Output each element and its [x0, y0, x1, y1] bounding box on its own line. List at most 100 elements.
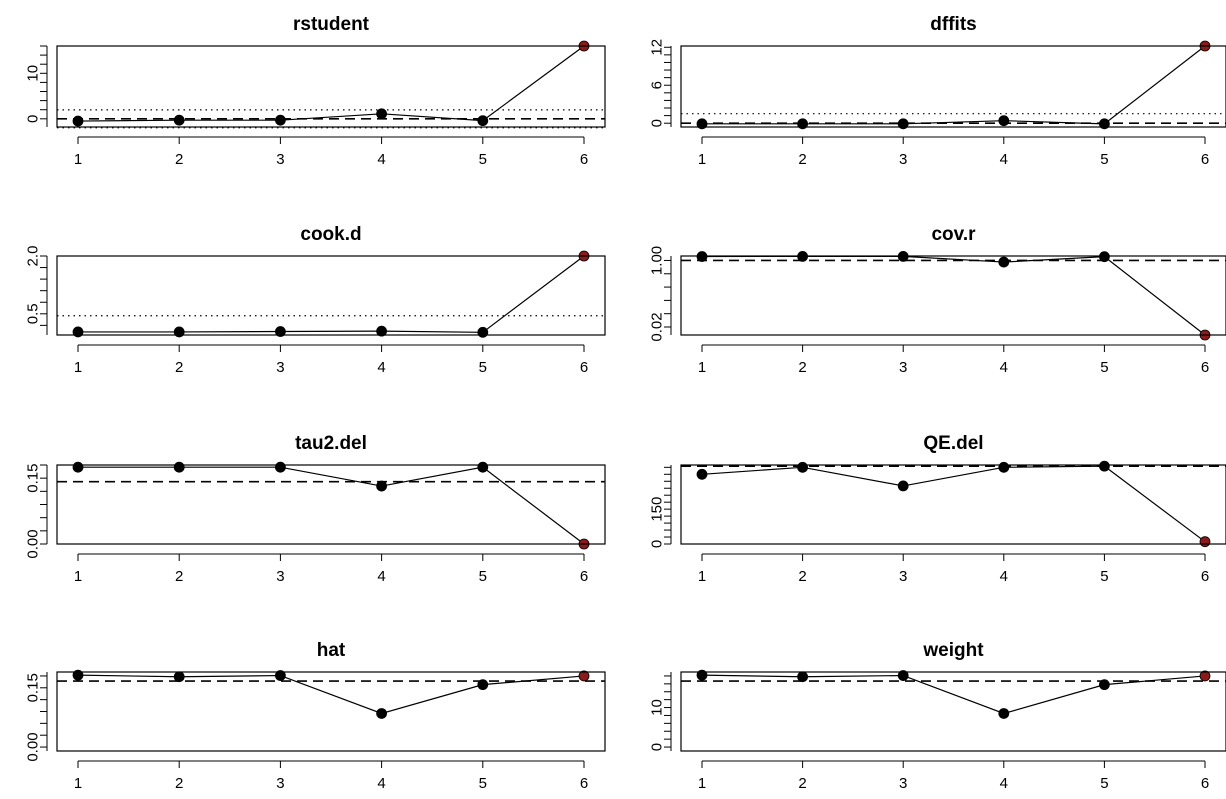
y-tick-label: 0 [25, 115, 42, 123]
data-point [72, 669, 84, 681]
x-tick-label: 2 [798, 775, 806, 792]
data-point-highlighted [578, 670, 590, 682]
panel-cov-r: cov.r 1 2 3 4 5 6 0.02 1.00 [649, 224, 1226, 376]
data-point [998, 461, 1010, 473]
data-point [1099, 251, 1110, 263]
x-tick-label: 6 [1201, 151, 1209, 168]
x-tick-label: 2 [175, 359, 183, 376]
data-point [376, 480, 388, 492]
series-line [701, 674, 1206, 715]
panel-tau2-del: tau2.del 1 2 3 4 5 6 0.00 0.15 [25, 433, 606, 585]
data-point [477, 326, 489, 338]
data-point [1099, 460, 1110, 472]
x-tick-label: 2 [798, 568, 806, 585]
data-point [376, 108, 388, 120]
x-tick-label: 4 [1000, 359, 1008, 376]
series-line [701, 255, 1206, 336]
x-tick-label: 1 [698, 775, 706, 792]
x-tick-label: 3 [899, 568, 907, 585]
data-point [696, 468, 708, 480]
data-point [477, 115, 489, 127]
series-line [77, 45, 585, 122]
x-tick-label: 3 [276, 775, 284, 792]
x-tick-label: 6 [1201, 568, 1209, 585]
data-point [173, 461, 185, 473]
x-tick-label: 1 [698, 568, 706, 585]
data-point [376, 708, 388, 719]
data-point [696, 118, 708, 130]
data-point [173, 671, 185, 683]
data-point [477, 461, 489, 473]
y-tick-label: 0.5 [25, 303, 42, 324]
y-tick-label: 0.02 [649, 312, 666, 341]
x-tick-label: 5 [1100, 151, 1108, 168]
data-point [274, 670, 286, 681]
data-point [72, 461, 84, 473]
x-tick-label: 5 [479, 359, 487, 376]
panel-title: dffits [930, 14, 976, 35]
x-tick-label: 5 [1100, 775, 1108, 792]
plot-frame [56, 255, 606, 336]
y-tick-label: 0.15 [25, 673, 42, 702]
panel-weight: weight 1 2 3 4 5 6 0 10 [649, 640, 1226, 792]
data-point [797, 671, 808, 683]
y-tick-label: 0.15 [25, 464, 42, 493]
x-tick-label: 5 [479, 775, 487, 792]
panel-hat: hat 1 2 3 4 5 6 0.00 0.15 [25, 640, 606, 792]
x-tick-label: 4 [1000, 568, 1008, 585]
x-tick-label: 2 [798, 151, 806, 168]
data-point [797, 461, 808, 473]
x-tick-label: 1 [698, 151, 706, 168]
x-tick-label: 4 [1000, 151, 1008, 168]
plot-frame [56, 45, 606, 128]
panel-title: cook.d [300, 224, 361, 245]
series-line [77, 674, 585, 715]
data-point-highlighted [1199, 670, 1211, 682]
data-point [897, 480, 909, 492]
panel-title: cov.r [931, 224, 976, 245]
plot-frame [680, 464, 1226, 545]
data-point [1099, 679, 1110, 691]
panel-title: hat [317, 640, 346, 661]
panel-title: QE.del [923, 433, 983, 454]
data-point [376, 325, 388, 337]
data-point [274, 114, 286, 126]
x-tick-label: 5 [1100, 359, 1108, 376]
x-tick-label: 3 [276, 151, 284, 168]
series-line [78, 466, 585, 545]
panel-title: weight [922, 640, 984, 661]
panel-cook-d: cook.d 1 2 3 4 5 6 0.5 2.0 [25, 224, 606, 376]
data-point [797, 118, 808, 130]
y-tick-label: 0 [649, 119, 666, 127]
y-tick-label: 0.00 [25, 732, 42, 761]
x-tick-label: 2 [175, 151, 183, 168]
plot-frame [680, 255, 1226, 336]
x-tick-label: 5 [1100, 568, 1108, 585]
panel-qe-del: QE.del 1 2 3 4 5 6 0 150 [649, 433, 1226, 585]
data-point [274, 461, 286, 473]
x-tick-label: 3 [276, 568, 284, 585]
data-point [72, 115, 84, 127]
data-point [998, 708, 1010, 719]
x-tick-label: 6 [580, 568, 588, 585]
data-point [897, 118, 909, 130]
panel-title: tau2.del [295, 433, 367, 454]
x-tick-label: 3 [899, 151, 907, 168]
x-tick-label: 1 [74, 151, 82, 168]
plot-frame [56, 464, 606, 545]
y-tick-label: 6 [649, 81, 666, 89]
panel-rstudent: rstudent 1 2 3 4 5 6 0 10 [25, 14, 606, 168]
x-tick-label: 2 [175, 568, 183, 585]
y-tick-label: 150 [649, 497, 666, 522]
data-point [696, 669, 708, 681]
x-tick-label: 6 [1201, 775, 1209, 792]
data-point [1099, 118, 1110, 130]
x-tick-label: 1 [698, 359, 706, 376]
x-tick-label: 5 [479, 151, 487, 168]
plot-frame [680, 45, 1226, 128]
data-point-highlighted [1199, 536, 1211, 548]
plot-frame [56, 671, 606, 752]
data-point [998, 115, 1010, 127]
